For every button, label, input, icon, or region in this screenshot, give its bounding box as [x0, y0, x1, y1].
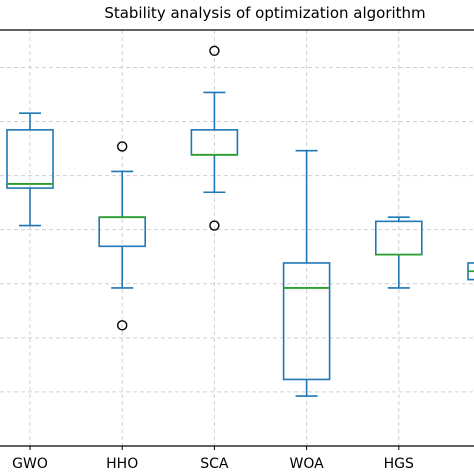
- outlier-point: [209, 220, 220, 231]
- outlier-point: [116, 320, 128, 331]
- outlier-point: [116, 141, 128, 152]
- x-tick-labels: GWOHHOSCAWOAHGSGW: [12, 456, 414, 472]
- x-tick-label: GWO: [12, 456, 48, 472]
- chart-title: Stability analysis of optimization algor…: [104, 4, 426, 22]
- outlier-point: [209, 45, 220, 56]
- box-hho: [98, 141, 146, 331]
- iqr-box: [6, 129, 54, 189]
- box-sca: [190, 45, 239, 231]
- x-tick-label: WOA: [289, 456, 324, 472]
- grid-lines: [0, 30, 474, 446]
- box-gw: [467, 262, 474, 281]
- x-tick-label: HGS: [384, 456, 414, 472]
- x-tick-label: HHO: [106, 456, 138, 472]
- box-gwo: [6, 112, 54, 227]
- box-hgs: [374, 216, 423, 289]
- box-plots: [6, 45, 474, 397]
- x-tick-label: SCA: [200, 456, 229, 472]
- box-woa: [282, 149, 331, 397]
- iqr-box: [282, 262, 331, 381]
- plot-frame: [0, 29, 474, 450]
